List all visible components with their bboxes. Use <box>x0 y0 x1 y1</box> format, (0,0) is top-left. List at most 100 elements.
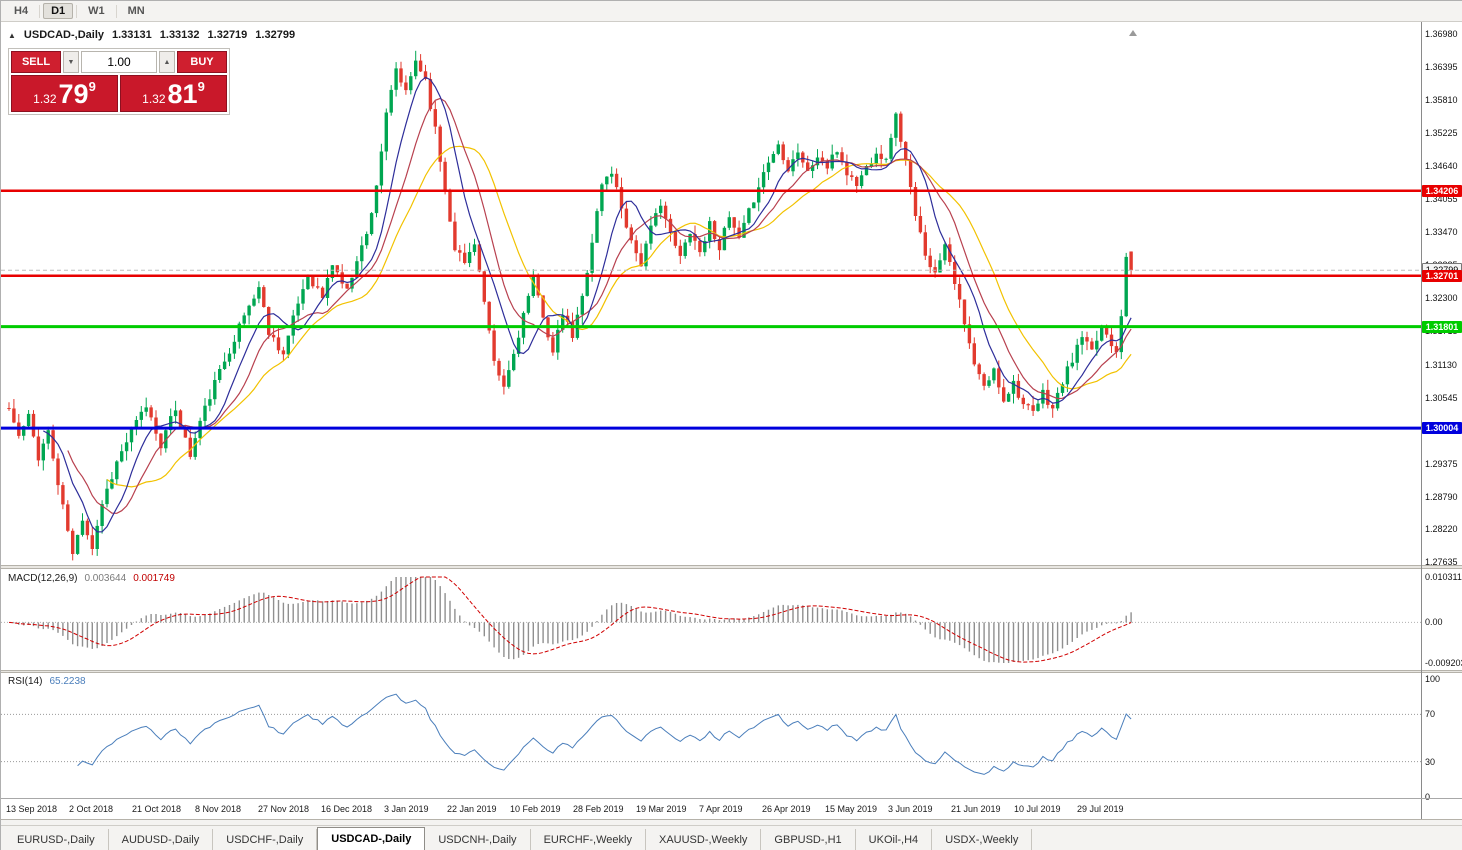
volume-up-button[interactable]: ▲ <box>159 51 175 73</box>
chart-tab-xauusd-weekly[interactable]: XAUUSD-,Weekly <box>646 829 762 850</box>
buy-button[interactable]: BUY <box>177 51 227 73</box>
chart-shift-marker <box>1129 30 1137 36</box>
title-high: 1.33132 <box>159 29 200 41</box>
price-tick: 1.35810 <box>1425 95 1458 105</box>
price-tick: 1.34640 <box>1425 161 1458 171</box>
date-label: 7 Apr 2019 <box>699 804 743 814</box>
rsi-axis-tick: 30 <box>1425 757 1436 767</box>
price-tick: 1.28220 <box>1425 524 1458 534</box>
panel-divider[interactable] <box>1 565 1462 569</box>
title-close: 1.32799 <box>255 29 296 41</box>
price-tick: 1.29375 <box>1425 459 1458 469</box>
rsi-value: 65.2238 <box>49 676 86 687</box>
buy-price-prefix: 1.32 <box>142 92 166 107</box>
date-label: 13 Sep 2018 <box>6 804 58 814</box>
chart-title: ▲ USDCAD-,Daily 1.33131 1.33132 1.32719 … <box>8 29 295 41</box>
symbol-triangle-icon: ▲ <box>8 31 16 40</box>
date-label: 3 Jan 2019 <box>384 804 429 814</box>
sell-price-pip: 9 <box>88 79 96 94</box>
price-tick: 1.33470 <box>1425 227 1458 237</box>
rsi-axis-tick: 100 <box>1425 674 1441 684</box>
price-tick: 1.36395 <box>1425 62 1458 72</box>
timeframe-button-h4[interactable]: H4 <box>14 5 29 17</box>
macd-indicator-label: MACD(12,26,9) 0.003644 0.001749 <box>8 573 175 584</box>
date-label: 22 Jan 2019 <box>447 804 497 814</box>
chart-scroll-strip[interactable] <box>1 819 1462 825</box>
price-tick: 1.35225 <box>1425 128 1458 138</box>
timeframe-button-w1[interactable]: W1 <box>88 5 105 17</box>
macd-main-value: 0.003644 <box>84 573 127 584</box>
date-label: 2 Oct 2018 <box>69 804 114 814</box>
macd-name: MACD(12,26,9) <box>8 573 78 584</box>
sell-price-prefix: 1.32 <box>33 92 57 107</box>
timeframe-toolbar: H4 D1 W1 MN <box>1 1 1462 22</box>
price-tick: 1.28790 <box>1425 492 1458 502</box>
price-tick: 1.27635 <box>1425 557 1458 567</box>
volume-input[interactable] <box>81 51 157 73</box>
sell-price-button[interactable]: 1.32 79 9 <box>11 75 118 112</box>
sell-button[interactable]: SELL <box>11 51 61 73</box>
title-symbol: USDCAD-,Daily <box>23 29 104 41</box>
timeframe-button-d1[interactable]: D1 <box>43 3 74 19</box>
macd-axis-tick: -0.009203 <box>1425 658 1462 668</box>
price-tick: 1.36980 <box>1425 29 1458 39</box>
chart-tab-gbpusd-h1[interactable]: GBPUSD-,H1 <box>761 829 856 850</box>
title-low: 1.32719 <box>207 29 248 41</box>
date-label: 21 Oct 2018 <box>132 804 182 814</box>
buy-price-main: 81 <box>167 79 198 110</box>
date-label: 19 Mar 2019 <box>636 804 687 814</box>
buy-price-button[interactable]: 1.32 81 9 <box>120 75 227 112</box>
date-label: 16 Dec 2018 <box>321 804 373 814</box>
date-label: 15 May 2019 <box>825 804 878 814</box>
chart-tab-ukoil-h4[interactable]: UKOil-,H4 <box>856 829 933 850</box>
rsi-indicator-label: RSI(14) 65.2238 <box>8 676 86 687</box>
price-tick: 1.31130 <box>1425 360 1457 370</box>
chart-tab-usdcnh-daily[interactable]: USDCNH-,Daily <box>425 829 531 850</box>
price-tick: 1.32300 <box>1425 293 1458 303</box>
macd-axis-tick: 0.010311 <box>1425 572 1462 582</box>
chart-tabs-bar: EURUSD-,Daily AUDUSD-,Daily USDCHF-,Daily U… <box>1 825 1462 850</box>
date-label: 3 Jun 2019 <box>888 804 933 814</box>
chart-tab-eurchf-weekly[interactable]: EURCHF-,Weekly <box>531 829 646 850</box>
timeframe-button-mn[interactable]: MN <box>127 5 145 17</box>
chart-tab-audusd-daily[interactable]: AUDUSD-,Daily <box>109 829 214 850</box>
panel-divider[interactable] <box>1 670 1462 673</box>
one-click-trading-panel: SELL ▼ ▲ BUY 1.32 79 9 1.32 81 9 <box>8 48 230 115</box>
toolbar-separator <box>76 4 78 18</box>
macd-signal-value: 0.001749 <box>133 573 175 584</box>
chart-tab-eurusd-daily[interactable]: EURUSD-,Daily <box>4 829 109 850</box>
chart-tab-usdx-weekly[interactable]: USDX-,Weekly <box>932 829 1033 850</box>
date-label: 21 Jun 2019 <box>951 804 1001 814</box>
rsi-axis-tick: 0 <box>1425 792 1431 802</box>
toolbar-separator <box>115 4 117 18</box>
rsi-axis-tick: 70 <box>1425 709 1436 719</box>
date-label: 26 Apr 2019 <box>762 804 811 814</box>
date-label: 10 Feb 2019 <box>510 804 561 814</box>
date-label: 8 Nov 2018 <box>195 804 242 814</box>
chart-tab-usdchf-daily[interactable]: USDCHF-,Daily <box>213 829 318 850</box>
price-level-tag: 1.34206 <box>1422 185 1462 197</box>
price-level-tag: 1.31801 <box>1422 321 1462 333</box>
price-level-tag: 1.32701 <box>1422 270 1462 282</box>
buy-price-pip: 9 <box>197 79 205 94</box>
chart-canvas[interactable] <box>1 22 1421 819</box>
volume-down-button[interactable]: ▼ <box>63 51 79 73</box>
price-level-tag: 1.30004 <box>1422 422 1462 434</box>
title-open: 1.33131 <box>112 29 152 41</box>
price-axis-border <box>1421 22 1422 819</box>
chart-tab-usdcad-daily[interactable]: USDCAD-,Daily <box>317 827 426 850</box>
date-label: 28 Feb 2019 <box>573 804 624 814</box>
time-axis[interactable]: 13 Sep 2018 2 Oct 2018 21 Oct 2018 8 Nov 20… <box>1 798 1462 819</box>
price-tick: 1.34055 <box>1425 194 1458 204</box>
macd-axis-tick: 0.00 <box>1425 617 1443 627</box>
date-label: 10 Jul 2019 <box>1014 804 1061 814</box>
price-tick: 1.30545 <box>1425 393 1458 403</box>
chart-window[interactable]: ▲ USDCAD-,Daily 1.33131 1.33132 1.32719 … <box>1 22 1462 850</box>
date-label: 29 Jul 2019 <box>1077 804 1124 814</box>
price-axis[interactable]: 1.36980 1.36395 1.35810 1.35225 1.34640 1.340… <box>1421 22 1462 819</box>
toolbar-separator <box>39 4 41 18</box>
rsi-name: RSI(14) <box>8 676 43 687</box>
sell-price-main: 79 <box>58 79 89 110</box>
date-label: 27 Nov 2018 <box>258 804 310 814</box>
